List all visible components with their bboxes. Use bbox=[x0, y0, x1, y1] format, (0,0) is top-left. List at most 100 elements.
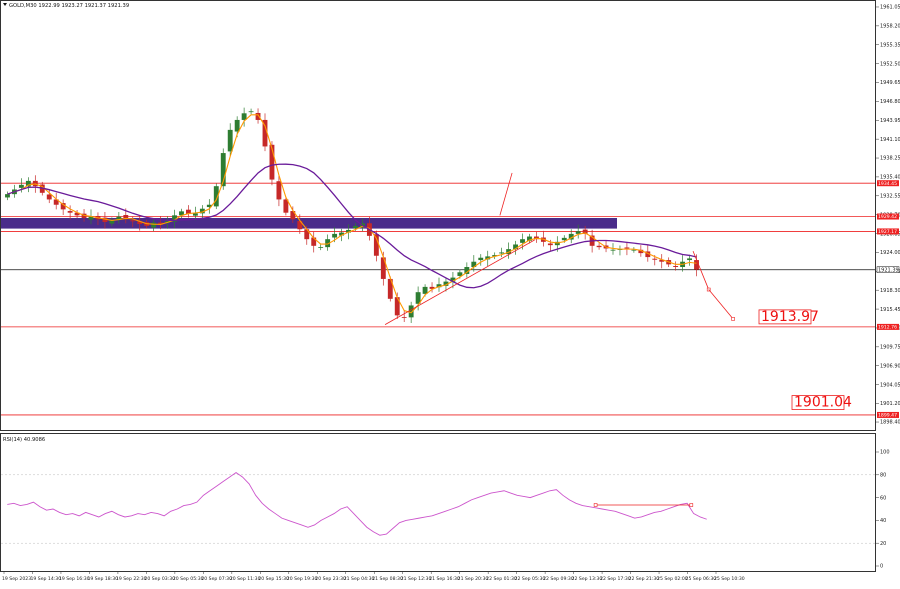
candle-body bbox=[527, 236, 532, 241]
target-box bbox=[791, 395, 845, 410]
price-tick-label: 1958.20 bbox=[880, 24, 900, 30]
annotations: 1913.97 1901.04 bbox=[384, 172, 852, 411]
candle-body bbox=[443, 281, 449, 286]
candle-body bbox=[624, 247, 630, 249]
candle-body bbox=[373, 234, 379, 256]
rsi-series bbox=[7, 471, 707, 536]
price-axis: 1961.05 1958.20 1955.35 1952.50 1949.65 1946.… bbox=[876, 5, 900, 426]
time-tick-label: 19 Sep 2023 bbox=[2, 576, 31, 582]
time-tick-label: 22 Sep 21:30 bbox=[629, 576, 660, 582]
candle-body bbox=[88, 216, 94, 220]
rsi-tick-label: 0 bbox=[880, 564, 883, 570]
candle-body bbox=[290, 211, 296, 220]
price-tick-label: 1906.90 bbox=[880, 363, 900, 369]
time-tick-label: 22 Sep 05:30 bbox=[515, 576, 546, 582]
price-tick-label: 1924.00 bbox=[880, 250, 900, 256]
time-tick-label: 21 Sep 12:30 bbox=[401, 576, 432, 582]
candle-body bbox=[513, 244, 518, 250]
time-tick-label: 25 Sep 10:30 bbox=[714, 576, 745, 582]
time-tick-label: 22 Sep 01:30 bbox=[486, 576, 517, 582]
price-tick-label: 1935.40 bbox=[880, 175, 900, 181]
time-tick-label: 22 Sep 17:30 bbox=[600, 576, 631, 582]
price-panel-frame bbox=[0, 0, 876, 431]
time-tick-label: 22 Sep 09:30 bbox=[543, 576, 574, 582]
candle-body bbox=[561, 237, 567, 241]
level-tag bbox=[877, 228, 899, 235]
price-tick-label: 1932.55 bbox=[880, 193, 900, 199]
candle-body bbox=[234, 119, 240, 132]
candle-body bbox=[694, 260, 699, 270]
candle-body bbox=[492, 255, 498, 257]
candle-body bbox=[450, 277, 456, 282]
level-tag bbox=[877, 180, 899, 187]
price-tick-label: 1918.30 bbox=[880, 288, 900, 294]
rsi-tick-label: 100 bbox=[880, 450, 890, 456]
candle-body bbox=[179, 211, 184, 216]
time-tick-label: 20 Sep 03:30 bbox=[144, 576, 175, 582]
candle-body bbox=[408, 305, 414, 318]
price-tick-label: 1938.25 bbox=[880, 156, 900, 162]
projection-node bbox=[731, 317, 735, 321]
rsi-tick-label: 20 bbox=[880, 541, 886, 547]
candle-body bbox=[401, 317, 407, 318]
rsi-tick-label: 40 bbox=[880, 518, 886, 524]
candle-body bbox=[5, 194, 10, 198]
time-tick-label: 20 Sep 05:30 bbox=[173, 576, 204, 582]
time-tick-label: 22 Sep 13:30 bbox=[572, 576, 603, 582]
candle-body bbox=[25, 180, 31, 187]
rsi-line bbox=[7, 471, 707, 536]
trendline-line bbox=[499, 172, 513, 216]
time-tick-label: 21 Sep 04:30 bbox=[344, 576, 375, 582]
projection-line bbox=[692, 250, 710, 290]
candle-body bbox=[248, 111, 254, 113]
triangle-down-icon[interactable] bbox=[3, 3, 7, 6]
level-tag-label: 1899.47 bbox=[878, 413, 897, 419]
price-tick-label: 1949.65 bbox=[880, 80, 900, 86]
candle-body bbox=[659, 259, 665, 262]
target-label: 1913.97 bbox=[761, 309, 819, 325]
candle-body bbox=[116, 216, 122, 220]
rsi-panel-frame bbox=[0, 433, 876, 572]
target-label: 1901.04 bbox=[794, 395, 852, 411]
level-tag bbox=[877, 411, 899, 418]
candle-body bbox=[130, 220, 136, 222]
candle-body bbox=[255, 112, 261, 120]
candle-body bbox=[582, 229, 588, 234]
trendline-line bbox=[384, 239, 535, 325]
level-tag-label: 1927.17 bbox=[878, 229, 897, 235]
candle-body bbox=[262, 119, 268, 147]
candle-body bbox=[123, 215, 129, 219]
candle-body bbox=[485, 256, 491, 260]
candle-body bbox=[457, 272, 463, 276]
time-tick-label: 20 Sep 15:30 bbox=[258, 576, 289, 582]
candle-body bbox=[353, 225, 358, 229]
projection-line bbox=[708, 289, 734, 320]
price-tick-label: 1915.45 bbox=[880, 307, 900, 313]
candle-body bbox=[394, 297, 400, 316]
price-tick-label: 1901.20 bbox=[880, 401, 900, 407]
candle-body bbox=[673, 266, 679, 268]
candle-body bbox=[199, 208, 205, 214]
candle-body bbox=[687, 258, 692, 261]
current-price-tag bbox=[876, 266, 900, 273]
candle-body bbox=[172, 215, 177, 222]
rsi-divergence-node bbox=[593, 503, 598, 507]
price-tick-label: 1909.75 bbox=[880, 345, 900, 351]
candle-body bbox=[60, 203, 66, 210]
candle-body bbox=[436, 284, 442, 288]
candle-body bbox=[304, 229, 310, 240]
candle-body bbox=[74, 212, 80, 216]
price-tick-label: 1904.05 bbox=[880, 382, 900, 388]
time-tick-label: 21 Sep 08:30 bbox=[372, 576, 403, 582]
candle-body bbox=[311, 237, 317, 246]
candle-body bbox=[645, 251, 651, 258]
candle-body bbox=[227, 129, 233, 152]
time-tick-label: 20 Sep 23:30 bbox=[315, 576, 346, 582]
candle-body bbox=[186, 209, 191, 215]
price-tick-label: 1943.95 bbox=[880, 118, 900, 124]
candle-body bbox=[297, 220, 303, 230]
time-tick-label: 19 Sep 16:30 bbox=[59, 576, 90, 582]
